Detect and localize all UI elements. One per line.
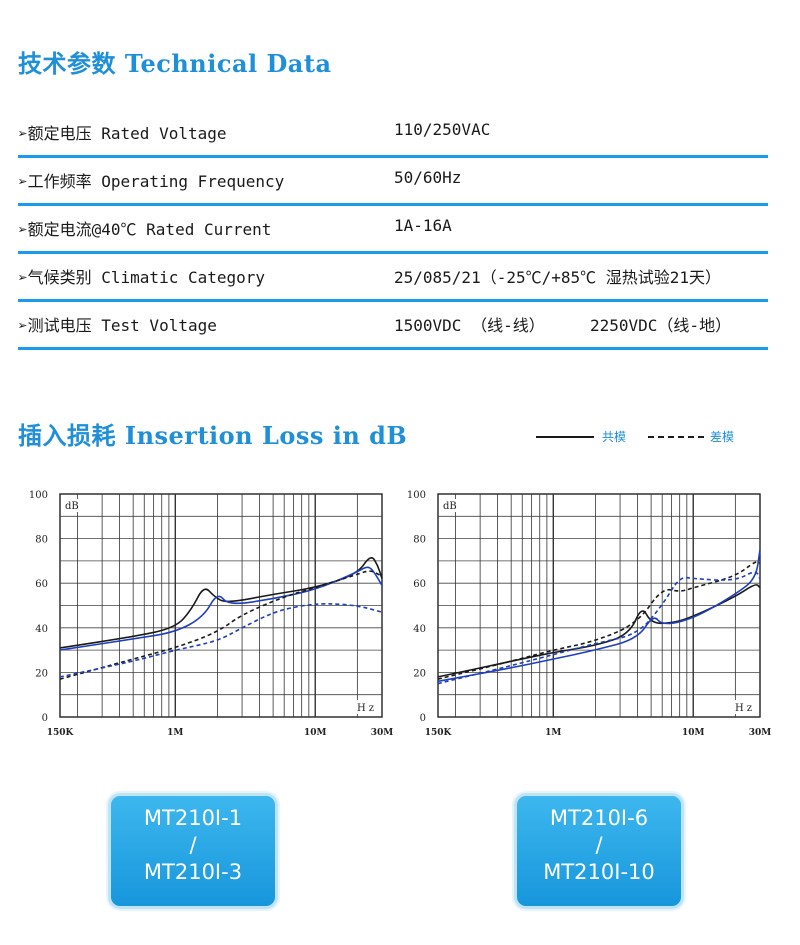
spec-label: ➢气候类别 Climatic Category [18,268,266,287]
chart-legend: 共模 差模 [536,428,776,448]
spec-label: ➢额定电压 Rated Voltage [18,124,227,143]
y-tick-label: 100 [407,490,426,501]
badge-line: MT210I-6 [549,806,649,830]
spec-row-rated-current: ➢额定电流@40℃ Rated Current 1A-16A [18,206,768,254]
x-tick-label: 150K [425,728,453,738]
spec-label: ➢测试电压 Test Voltage [18,316,217,335]
x-tick-label: 150K [47,728,75,738]
badge-line: MT210I-1 [143,806,243,830]
spec-value: 25/085/21（-25℃/+85℃ 湿热试验21天） [394,268,722,287]
row-divider [18,251,768,254]
series-line-black-solid [59,557,383,649]
spec-row-test-voltage: ➢测试电压 Test Voltage 1500VDC （线-线） 2250VDC… [18,302,768,350]
model-badge-1: MT210I-1 / MT210I-3 [108,793,278,909]
y-tick-label: 40 [413,624,426,635]
insertion-loss-title: 插入损耗 Insertion Loss in dB [18,421,408,450]
y-tick-label: 20 [413,668,426,679]
legend-dashed-line [648,436,704,438]
badge-line: / [595,833,603,857]
badge-line: / [189,833,197,857]
spec-value: 110/250VAC [394,120,491,139]
badge-line: MT210I-3 [143,860,243,884]
row-divider [18,203,768,206]
spec-value: 50/60Hz [394,168,462,187]
row-divider [18,347,768,350]
insertion-loss-chart-1: 0 20 40 60 80 100 150K 1M 10M 30M dB Hz [29,490,394,738]
spec-label: ➢工作频率 Operating Frequency [18,172,285,191]
ylabel-bg [441,499,461,512]
row-divider [18,299,768,302]
y-tick-label: 60 [35,579,48,590]
series-line-black-dashed [437,561,761,680]
spec-label: ➢额定电流@40℃ Rated Current [18,220,272,239]
badge-line: MT210I-10 [543,860,655,884]
y-axis-label: dB [65,501,79,512]
spec-value-secondary: 2250VDC（线-地） [590,316,732,335]
x-tick-label: 1M [545,728,561,738]
y-tick-label: 80 [413,535,426,546]
xlabel-bg [733,700,757,714]
y-tick-label: 60 [413,579,426,590]
legend-common-mode: 共模 [602,430,627,444]
x-tick-label: 10M [682,728,705,738]
series-line-blue-solid [59,566,383,651]
x-tick-label: 30M [749,728,772,738]
technical-data-title: 技术参数 Technical Data [18,49,332,78]
y-tick-label: 0 [42,713,48,724]
ylabel-bg [63,499,83,512]
legend-differential-mode: 差模 [710,430,735,444]
xlabel-bg [355,700,379,714]
y-axis-label: dB [443,501,457,512]
x-axis-label: Hz [735,703,755,714]
y-tick-label: 100 [29,490,48,501]
y-tick-label: 40 [35,624,48,635]
series-line-black-solid [437,584,761,678]
x-tick-label: 10M [304,728,327,738]
x-tick-label: 1M [167,728,183,738]
series-line-blue-dashed [59,603,383,678]
x-tick-label: 30M [371,728,394,738]
spec-row-climatic-category: ➢气候类别 Climatic Category 25/085/21（-25℃/+… [18,254,768,302]
y-tick-label: 0 [420,713,426,724]
x-axis-label: Hz [357,703,377,714]
series-line-black-dashed [59,570,383,680]
model-badge-2: MT210I-6 / MT210I-10 [514,793,684,909]
row-divider [18,155,768,158]
insertion-loss-chart-2: 0 20 40 60 80 100 150K 1M 10M 30M dB Hz [407,490,772,738]
y-tick-label: 80 [35,535,48,546]
spec-value: 1500VDC （线-线） [394,316,545,335]
spec-row-rated-voltage: ➢额定电压 Rated Voltage 110/250VAC [18,110,768,158]
series-line-blue-solid [437,548,761,683]
series-line-blue-dashed [437,571,761,685]
spec-row-operating-frequency: ➢工作频率 Operating Frequency 50/60Hz [18,158,768,206]
spec-value: 1A-16A [394,216,452,235]
legend-solid-line [536,436,594,438]
y-tick-label: 20 [35,668,48,679]
